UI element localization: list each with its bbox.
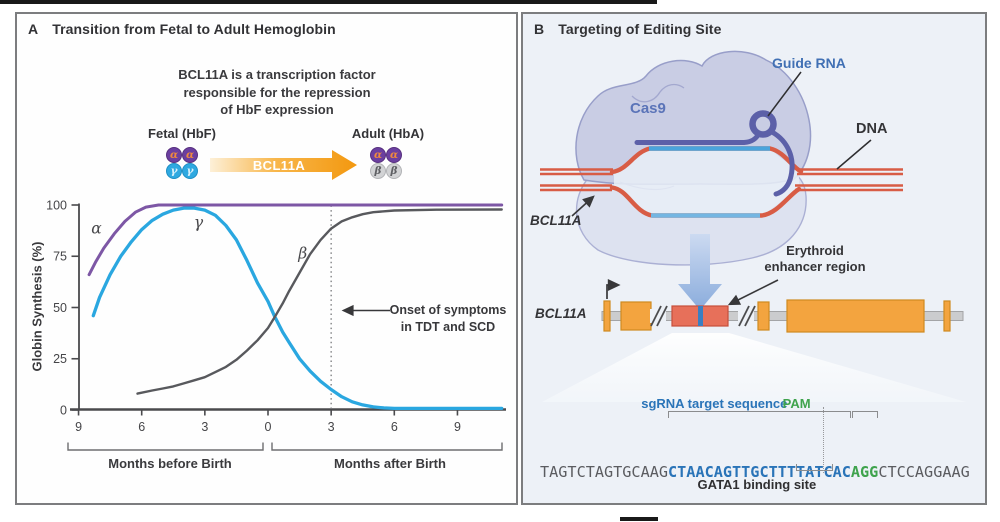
sgrna-target-sequence: CTAACAGTTGCTTTTATCAC (668, 463, 851, 481)
pam-bracket (851, 411, 879, 418)
panel-b-title: B Targeting of Editing Site (534, 21, 721, 37)
onset-annotation: Onset of symptoms in TDT and SCD (389, 303, 507, 334)
sgrna-target-label: sgRNA target sequence (641, 396, 788, 411)
panel-b-label: B (534, 21, 545, 37)
months-after-birth-label: Months after Birth (334, 456, 446, 471)
fetal-gamma-subunit: γ (166, 163, 182, 179)
pam-sequence: AGG (850, 463, 879, 481)
fetal-gamma-subunit: γ (182, 163, 198, 179)
erythroid-enhancer-label: Erythroid enhancer region (764, 243, 866, 274)
pam-label: PAM (782, 396, 811, 411)
gata1-bracket (796, 464, 833, 471)
panel-a-title: A Transition from Fetal to Adult Hemoglob… (28, 21, 336, 37)
sequence-top-strand: TAGTCTAGTGCAAGCTAACAGTTGCTTTTATCACAGGCTC… (540, 463, 970, 481)
adult-beta-subunit: β (370, 163, 386, 179)
adult-alpha-subunit: α (370, 147, 386, 163)
guide-rna-label: Guide RNA (772, 55, 846, 71)
bcl11a-note: BCL11A is a transcription factor respons… (178, 67, 376, 117)
months-before-birth-label: Months before Birth (108, 456, 232, 471)
adult-beta-subunit: β (386, 163, 402, 179)
bcl11a-gene-pointer-label: BCL11A (530, 213, 582, 228)
fetal-alpha-subunit: α (182, 147, 198, 163)
cas9-label: Cas9 (630, 100, 666, 117)
y-axis-title: Globin Synthesis (%) (29, 241, 45, 372)
panel-b-title-text: Targeting of Editing Site (558, 21, 722, 37)
top-rule (0, 0, 657, 4)
bcl11a-gene-label: BCL11A (535, 306, 587, 321)
fetal-alpha-subunit: α (166, 147, 182, 163)
adult-label: Adult (HbA) (351, 126, 425, 141)
sgrna-bracket (668, 411, 851, 418)
dna-sequence-block: TAGTCTAGTGCAAGCTAACAGTTGCTTTTATCACAGGCTC… (540, 396, 970, 522)
bcl11a-arrow-label: BCL11A (252, 158, 306, 173)
gata1-binding-site-label: GATA1 binding site (697, 477, 817, 492)
dna-label: DNA (856, 121, 888, 137)
panel-a-label: A (28, 21, 39, 37)
cut-site-line (822, 407, 824, 473)
fetal-label: Fetal (HbF) (148, 126, 216, 141)
panel-a-title-text: Transition from Fetal to Adult Hemoglobi… (52, 21, 336, 37)
bottom-rule-mark (620, 517, 658, 521)
adult-alpha-subunit: α (386, 147, 402, 163)
